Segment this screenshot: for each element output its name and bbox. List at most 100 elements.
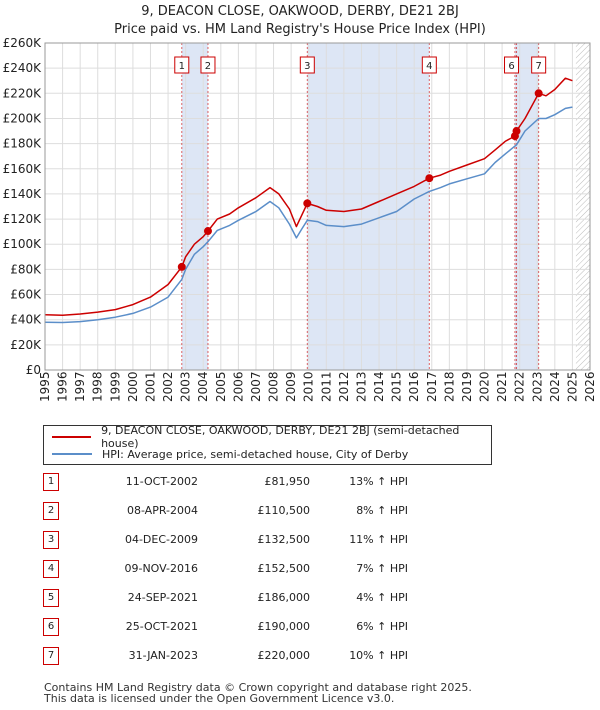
sale-number-label: 4	[421, 56, 437, 74]
x-tick-label: 2005	[214, 371, 228, 402]
sale-number-badge: 6	[43, 617, 59, 636]
x-tick-label: 2002	[161, 371, 175, 402]
x-tick-label: 2023	[530, 371, 544, 402]
sale-number-box	[299, 56, 315, 74]
sale-number-badge: 3	[43, 530, 59, 549]
table-row: 7 31-JAN-2023 £220,000 10% ↑ HPI	[43, 641, 408, 670]
sale-price: £132,500	[257, 533, 311, 546]
x-tick-label: 2004	[196, 371, 210, 402]
table-row: 3 04-DEC-2009 £132,500 11% ↑ HPI	[43, 525, 408, 554]
x-tick-label: 2024	[548, 371, 562, 402]
sale-hpi-diff: 8% ↑ HPI	[356, 504, 408, 517]
sale-number-text: 7	[535, 61, 541, 72]
y-tick-label: £260K	[3, 36, 43, 50]
footer-attribution: Contains HM Land Registry data © Crown c…	[44, 682, 472, 704]
sale-number-box	[531, 56, 547, 74]
x-tick-label: 1997	[73, 371, 87, 402]
x-tick-label: 2007	[249, 371, 263, 402]
sale-number-badge: 5	[43, 588, 59, 607]
x-tick-label: 2006	[231, 371, 245, 402]
sale-hpi-diff: 6% ↑ HPI	[356, 620, 408, 633]
y-tick-label: £60K	[10, 288, 42, 302]
x-tick-label: 1996	[56, 371, 70, 402]
x-tick-label: 2015	[390, 371, 404, 402]
chart-title: 9, DEACON CLOSE, OAKWOOD, DERBY, DE21 2B…	[141, 4, 459, 19]
y-tick-label: £160K	[3, 162, 43, 176]
sale-hpi-diff: 4% ↑ HPI	[356, 591, 408, 604]
sale-number-badge: 1	[43, 472, 59, 491]
table-row: 2 08-APR-2004 £110,500 8% ↑ HPI	[43, 496, 408, 525]
sale-date: 11-OCT-2002	[125, 475, 198, 488]
sale-point	[203, 227, 212, 236]
sale-number-text: 6	[508, 61, 514, 72]
legend-item-hpi: HPI: Average price, semi-detached house,…	[52, 446, 408, 462]
table-row: 5 24-SEP-2021 £186,000 4% ↑ HPI	[43, 583, 408, 612]
y-tick-label: £220K	[3, 86, 43, 100]
sale-number-badge: 4	[43, 559, 59, 578]
legend-hpi-label: HPI: Average price, semi-detached house,…	[102, 447, 409, 461]
y-tick-label: £180K	[3, 137, 43, 151]
sale-price: £186,000	[257, 591, 311, 604]
legend-property-label: 9, DEACON CLOSE, OAKWOOD, DERBY, DE21 2B…	[101, 424, 460, 450]
x-tick-label: 1995	[38, 371, 52, 402]
y-tick-label: £40K	[10, 313, 42, 327]
y-tick-label: £200K	[3, 111, 43, 125]
sale-date: 24-SEP-2021	[127, 591, 198, 604]
x-tick-label: 2017	[425, 371, 439, 402]
sale-date: 08-APR-2004	[126, 504, 198, 517]
x-tick-label: 2000	[126, 371, 140, 402]
sale-point	[177, 262, 186, 271]
x-tick-label: 2020	[478, 371, 492, 402]
y-tick-label: £20K	[10, 338, 42, 352]
sale-date: 09-NOV-2016	[124, 562, 198, 575]
table-row: 4 09-NOV-2016 £152,500 7% ↑ HPI	[43, 554, 408, 583]
table-row: 6 25-OCT-2021 £190,000 6% ↑ HPI	[43, 612, 408, 641]
sale-price: £220,000	[257, 649, 311, 662]
footer-licence: This data is licensed under the Open Gov…	[44, 692, 395, 705]
sale-number-label: 6	[504, 56, 520, 74]
x-tick-label: 2014	[372, 371, 386, 402]
sale-number-box	[200, 56, 216, 74]
sale-hpi-diff: 10% ↑ HPI	[349, 649, 408, 662]
sale-number-box	[421, 56, 437, 74]
hpi-line-swatch	[52, 453, 92, 455]
sale-number-text: 4	[426, 61, 432, 72]
legend-item-property: 9, DEACON CLOSE, OAKWOOD, DERBY, DE21 2B…	[52, 424, 491, 450]
x-tick-label: 2026	[583, 371, 597, 402]
sale-price: £110,500	[257, 504, 311, 517]
price-chart: 1 2 3 4 6 7 £0 £20K £40K £60K £80K £100K £120K £140K £…	[3, 36, 597, 402]
x-tick-label: 2021	[495, 371, 509, 402]
x-tick-label: 2022	[513, 371, 527, 402]
sale-number-text: 3	[304, 61, 310, 72]
footer-copyright: Contains HM Land Registry data © Crown c…	[44, 681, 472, 694]
x-tick-label: 2018	[442, 371, 456, 402]
sale-date: 25-OCT-2021	[125, 620, 198, 633]
y-tick-label: £80K	[10, 262, 42, 276]
sale-point	[534, 89, 543, 98]
sale-number-label: 1	[174, 56, 190, 74]
table-row: 1 11-OCT-2002 £81,950 13% ↑ HPI	[43, 467, 408, 496]
sale-number-box	[174, 56, 190, 74]
sale-date: 31-JAN-2023	[128, 649, 198, 662]
sale-number-text: 1	[179, 61, 185, 72]
plot-frame	[44, 42, 591, 371]
x-tick-label: 2016	[407, 371, 421, 402]
x-tick-label: 2019	[460, 371, 474, 402]
y-tick-label: £0	[26, 363, 41, 377]
x-tick-label: 2009	[284, 371, 298, 402]
sale-number-label: 2	[200, 56, 216, 74]
property-line-swatch	[52, 436, 92, 438]
sale-number-badge: 7	[43, 646, 59, 665]
sale-date: 04-DEC-2009	[124, 533, 198, 546]
y-tick-label: £240K	[3, 61, 43, 75]
x-tick-label: 1999	[108, 371, 122, 402]
chart-subtitle: Price paid vs. HM Land Registry's House …	[114, 22, 486, 37]
sale-number-label: 3	[299, 56, 315, 74]
hpi-line	[44, 106, 573, 324]
x-tick-label: 2001	[143, 371, 157, 402]
y-tick-label: £140K	[3, 187, 43, 201]
sale-point	[303, 199, 312, 208]
sale-hpi-diff: 13% ↑ HPI	[349, 475, 408, 488]
x-tick-label: 2011	[319, 371, 333, 402]
sale-point	[512, 127, 521, 136]
